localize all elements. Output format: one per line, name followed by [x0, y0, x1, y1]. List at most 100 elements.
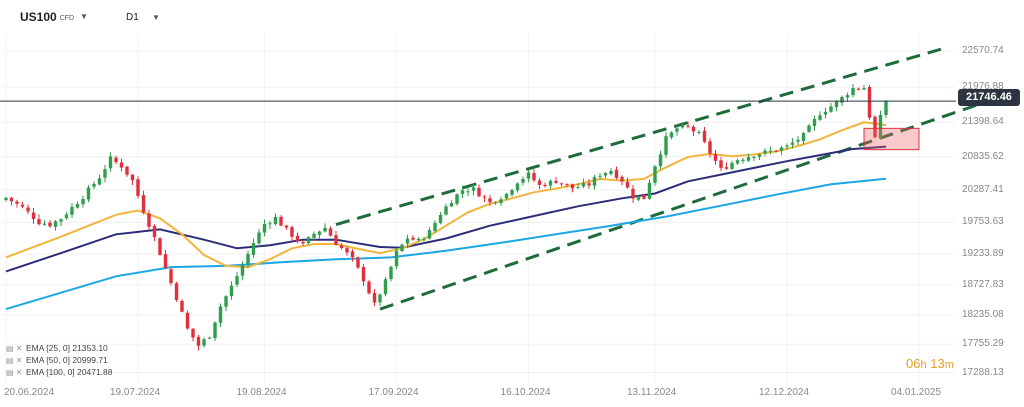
candle-body [785, 145, 789, 147]
candle [768, 146, 773, 155]
candle-body [631, 188, 635, 199]
candle [730, 160, 734, 171]
candle-body [449, 202, 454, 207]
candle-body [317, 231, 322, 235]
candle [796, 136, 800, 146]
candle-body [620, 176, 624, 182]
candle-body [460, 190, 465, 194]
candle [576, 183, 580, 189]
candle-body [240, 265, 245, 276]
candle [488, 194, 492, 206]
candle [75, 201, 80, 209]
symbol-dropdown-chevron-icon[interactable]: ▼ [80, 12, 88, 21]
candle [614, 166, 619, 180]
candle [147, 209, 151, 231]
candle [537, 177, 542, 190]
candle-body [218, 306, 223, 323]
candle-body [724, 167, 729, 169]
candle-body [301, 241, 305, 244]
candle [801, 132, 806, 145]
candle [323, 223, 327, 233]
candle [862, 84, 866, 91]
candle [884, 100, 888, 119]
candle-body [664, 136, 668, 155]
candle [53, 219, 58, 231]
x-tick-label: 19.08.2024 [236, 387, 287, 398]
legend-indicator-value: 20471.88 [77, 367, 113, 377]
candle-body [658, 154, 663, 167]
legend-entry[interactable]: ▤ ✕ EMA [25, 0] 21353.10 [6, 343, 108, 354]
candle [499, 196, 503, 206]
candle-body [653, 166, 657, 183]
candle-body [246, 253, 250, 265]
candle-body [719, 160, 723, 168]
candle-body [158, 238, 162, 255]
legend-entry[interactable]: ▤ ✕ EMA [50, 0] 20999.71 [6, 355, 108, 366]
y-tick-label: 20835.62 [962, 150, 1004, 162]
candle-body [840, 96, 844, 103]
instrument-type: CFD [59, 15, 75, 22]
candle [405, 234, 410, 249]
candle [735, 158, 740, 165]
candle [213, 321, 217, 342]
candle [64, 211, 69, 220]
candle-body [493, 202, 498, 204]
candle [438, 211, 443, 225]
candle-body [807, 125, 811, 132]
candle-body [856, 88, 861, 90]
legend-settings-close-icon[interactable]: ▤ ✕ [6, 356, 23, 365]
candle [262, 219, 267, 237]
candle-body [609, 171, 613, 175]
legend-settings-close-icon[interactable]: ▤ ✕ [6, 368, 23, 377]
candle [97, 174, 102, 186]
candle-body [862, 88, 866, 90]
candle-body [537, 180, 542, 185]
candle-body [268, 223, 272, 225]
candle [295, 232, 300, 244]
candle [455, 193, 459, 206]
candle [680, 123, 685, 129]
candle [48, 220, 52, 228]
candle-body [779, 147, 784, 151]
candle [636, 195, 641, 202]
candle-body [361, 267, 366, 282]
candle [422, 236, 426, 244]
candle-body [675, 128, 679, 132]
candle-body [746, 157, 751, 161]
candle-body [438, 214, 443, 223]
candle [647, 179, 652, 200]
candle [691, 124, 696, 136]
candle-body [378, 294, 382, 303]
candle-body [614, 169, 619, 178]
legend-entry[interactable]: ▤ ✕ EMA [100, 0] 20471.88 [6, 367, 113, 378]
y-tick-label: 19233.89 [962, 248, 1004, 260]
candle [92, 181, 96, 190]
candle [620, 175, 624, 186]
candle-body [427, 230, 432, 239]
candle [268, 220, 272, 230]
candle [284, 224, 289, 230]
candle [394, 247, 399, 270]
candles [4, 84, 888, 351]
candle-body [647, 182, 652, 199]
highlight-box [863, 127, 920, 151]
candle [477, 184, 481, 198]
candle [207, 336, 212, 340]
timeframe-dropdown-chevron-icon[interactable]: ▼ [152, 13, 160, 22]
candle [658, 150, 663, 170]
candle [235, 271, 239, 287]
candle-body [642, 195, 646, 199]
countdown-minutes-unit: m [944, 359, 954, 371]
legend-settings-close-icon[interactable]: ▤ ✕ [6, 344, 23, 353]
candle [724, 162, 729, 170]
y-tick-label: 20287.41 [962, 183, 1004, 195]
symbol-selector[interactable]: US100 CFD [20, 10, 74, 24]
candle-body [548, 180, 553, 186]
candle [675, 125, 679, 136]
candle [411, 235, 415, 241]
timeframe-selector[interactable]: D1 [126, 12, 139, 23]
candle [180, 299, 184, 313]
countdown-hours-unit: h [920, 359, 927, 371]
candle [570, 183, 575, 193]
